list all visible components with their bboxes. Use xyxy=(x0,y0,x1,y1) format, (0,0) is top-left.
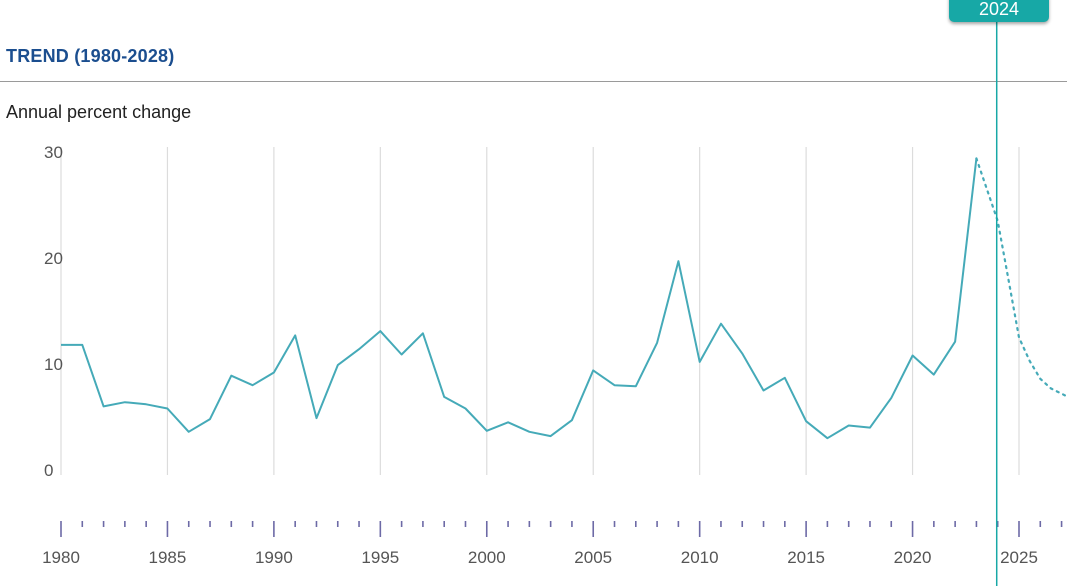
x-tick-label: 2015 xyxy=(787,548,825,567)
y-axis-label: Annual percent change xyxy=(6,102,192,122)
projection-series-line xyxy=(975,157,1067,398)
x-tick-label: 2000 xyxy=(468,548,506,567)
y-tick-label: 30 xyxy=(44,143,63,162)
title-divider xyxy=(0,81,1067,82)
year-marker-badge[interactable]: 2024 xyxy=(949,0,1049,22)
x-tick-label: 1990 xyxy=(255,548,293,567)
actual-series-line xyxy=(61,158,978,440)
x-tick-label: 1980 xyxy=(42,548,80,567)
y-tick-label: 10 xyxy=(44,355,63,374)
x-tick-label: 2005 xyxy=(574,548,612,567)
x-tick-label: 2025 xyxy=(1000,548,1038,567)
y-tick-label: 20 xyxy=(44,249,63,268)
x-tick-label: 1995 xyxy=(361,548,399,567)
x-tick-label: 2020 xyxy=(894,548,932,567)
chart-title: TREND (1980-2028) xyxy=(6,46,175,66)
x-tick-label: 1985 xyxy=(149,548,187,567)
y-tick-label: 0 xyxy=(44,461,53,480)
x-tick-label: 2010 xyxy=(681,548,719,567)
